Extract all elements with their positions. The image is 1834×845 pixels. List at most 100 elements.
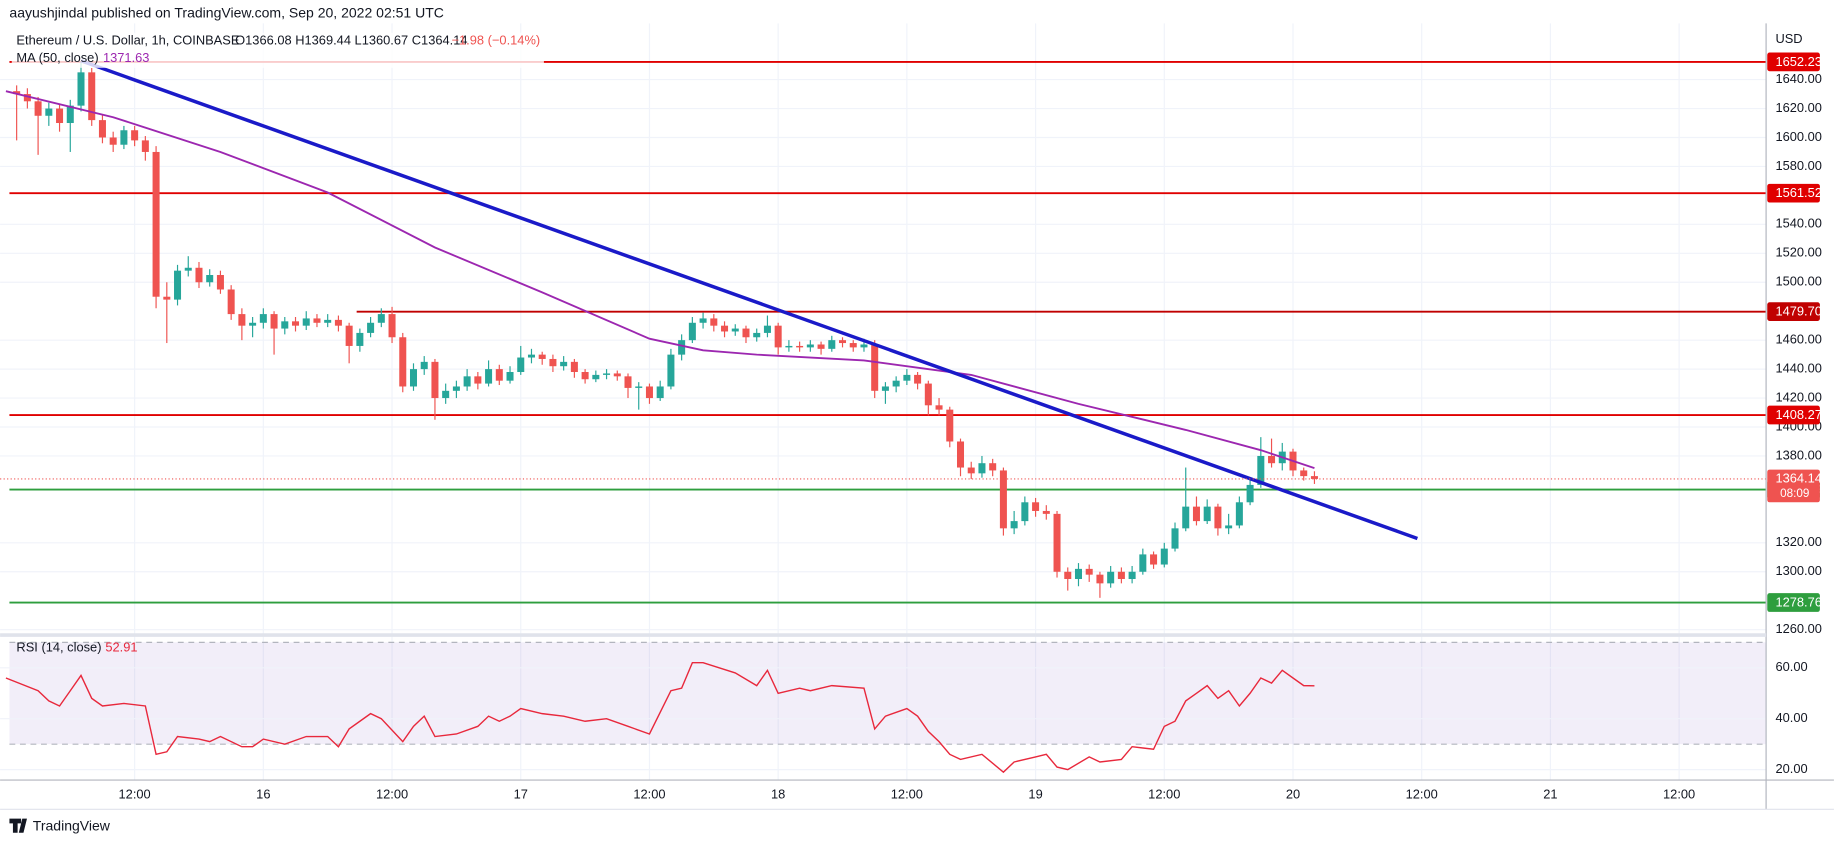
candle-body: [1246, 484, 1254, 503]
candle-body: [645, 386, 653, 399]
candle-body: [999, 470, 1007, 529]
candle-body: [324, 319, 332, 323]
candle-body: [881, 386, 889, 391]
ma-line: [5, 90, 1315, 469]
candle-body: [420, 361, 428, 370]
x-tick-label: 17: [514, 787, 528, 802]
candle-body: [956, 441, 965, 468]
candle-body: [409, 369, 418, 387]
candle-body: [152, 151, 160, 297]
candle-body: [1160, 548, 1168, 565]
candle-body: [785, 345, 793, 348]
x-tick-label: 12:00: [891, 787, 923, 802]
candle-body: [1010, 521, 1018, 529]
candle-body: [1128, 571, 1136, 580]
candle-body: [1042, 510, 1050, 514]
candle-body: [946, 409, 954, 442]
rsi-tick-label: 60.00: [1775, 659, 1807, 674]
candle-body: [849, 343, 857, 348]
candle-body: [506, 371, 514, 381]
candle-body: [474, 376, 482, 384]
candle-body: [23, 94, 31, 102]
y-tick-label: 1380.00: [1775, 447, 1821, 462]
candle-body: [77, 72, 85, 106]
candle-body: [1192, 506, 1200, 522]
y-tick-label: 1640.00: [1775, 71, 1821, 86]
candle-body: [581, 371, 589, 380]
y-tick-label: 1440.00: [1775, 360, 1821, 375]
candle-body: [892, 380, 900, 387]
candle-body: [495, 369, 503, 381]
candle-body: [174, 270, 182, 300]
candle-body: [216, 275, 224, 290]
candle-body: [184, 267, 192, 271]
candle-body: [34, 101, 42, 116]
candle-body: [120, 130, 128, 145]
x-tick-label: 12:00: [119, 787, 151, 802]
candle-body: [688, 322, 696, 341]
candle-body: [903, 374, 911, 381]
candle-body: [1182, 506, 1190, 529]
candle-body: [1064, 571, 1072, 580]
legend-bg: [11, 32, 544, 68]
candle-body: [377, 314, 385, 323]
last-price-label: 1364.14: [1775, 470, 1821, 485]
candle-body: [603, 373, 611, 375]
symbol-title: Ethereum / U.S. Dollar, 1h, COINBASE: [16, 32, 239, 47]
level-label: 1479.70: [1775, 304, 1821, 319]
candle-body: [1096, 574, 1104, 584]
candle-body: [259, 314, 267, 323]
candle-body: [1268, 455, 1276, 464]
candle-body: [1300, 470, 1308, 477]
candle-body: [292, 321, 300, 326]
candle-body: [721, 325, 729, 332]
y-tick-label: 1500.00: [1775, 274, 1821, 289]
y-tick-label: 1420.00: [1775, 389, 1821, 404]
candle-body: [1085, 568, 1093, 575]
x-tick-label: 18: [771, 787, 785, 802]
currency: USD: [1775, 31, 1802, 46]
rsi-line: [5, 662, 1315, 774]
level-badge: [1767, 302, 1820, 321]
candle-body: [56, 108, 64, 124]
trend-line: [80, 59, 1419, 541]
y-tick-label: 1460.00: [1775, 332, 1821, 347]
candle-body: [699, 318, 707, 323]
candle-body: [388, 314, 396, 338]
candle-body: [249, 322, 257, 326]
candle-body: [463, 376, 471, 387]
candle-body: [549, 358, 557, 367]
candle-body: [731, 328, 739, 332]
candle-body: [763, 325, 771, 333]
x-tick-label: 12:00: [633, 787, 665, 802]
ohlc: O1366.08 H1369.44 L1360.67 C1364.14: [235, 32, 467, 47]
candle-body: [839, 340, 847, 344]
plot: [0, 59, 1767, 774]
candle-body: [334, 319, 342, 326]
countdown: 08:09: [1780, 487, 1809, 500]
candle-body: [1107, 571, 1115, 584]
candle-body: [592, 374, 600, 380]
candle-body: [270, 314, 278, 329]
y-tick-label: 1320.00: [1775, 534, 1821, 549]
candle-body: [613, 373, 621, 377]
candle-body: [141, 140, 149, 152]
level-label: 1561.52: [1775, 185, 1821, 200]
candle-body: [560, 361, 568, 367]
last-price-badge: [1767, 469, 1820, 503]
level-label: 1652.23: [1775, 54, 1821, 69]
y-tick-label: 1300.00: [1775, 563, 1821, 578]
candle-body: [399, 337, 407, 387]
level-badge: [1767, 405, 1820, 425]
candle-body: [1235, 502, 1243, 526]
candle-body: [345, 325, 353, 346]
x-tick-label: 12:00: [1663, 787, 1695, 802]
candle-body: [1310, 476, 1318, 479]
candle-body: [570, 361, 578, 372]
brand-logo: [9, 818, 27, 833]
grid: [0, 23, 1767, 781]
y-tick-label: 1580.00: [1775, 158, 1821, 173]
candle-body: [66, 105, 74, 124]
x-tick-label: 12:00: [1148, 787, 1180, 802]
